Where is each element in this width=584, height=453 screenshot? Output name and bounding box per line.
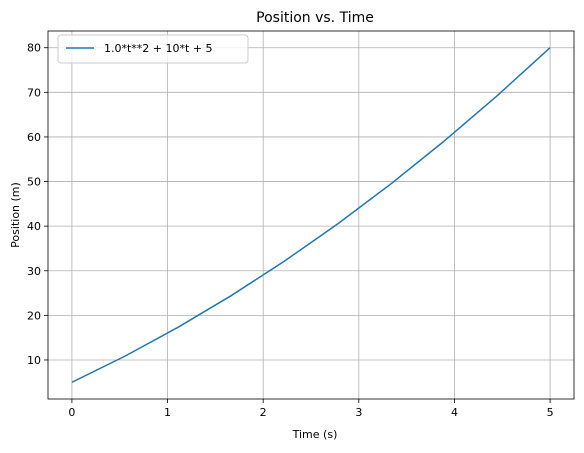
data-layer [71, 47, 551, 383]
x-axis-label: Time (s) [292, 428, 338, 441]
y-tick-label: 40 [27, 220, 41, 233]
x-tick-label: 1 [164, 406, 171, 419]
series-line [71, 47, 551, 383]
y-tick-label: 80 [27, 42, 41, 55]
x-tick-label: 0 [68, 406, 75, 419]
chart-title: Position vs. Time [256, 10, 374, 26]
y-tick-label: 10 [27, 354, 41, 367]
y-tick-label: 60 [27, 131, 41, 144]
y-tick-label: 70 [27, 86, 41, 99]
y-tick-label: 30 [27, 265, 41, 278]
grid-layer [48, 31, 574, 399]
x-tick-label: 5 [547, 406, 554, 419]
x-tick-label: 4 [451, 406, 458, 419]
x-tick-label: 3 [355, 406, 362, 419]
axes-layer: 0 1 2 3 4 5 10 20 30 40 50 60 70 80 [27, 30, 575, 419]
y-tick-label: 50 [27, 176, 41, 189]
legend-series-label: 1.0*t**2 + 10*t + 5 [104, 42, 213, 55]
plot-frame [47, 30, 575, 400]
legend: 1.0*t**2 + 10*t + 5 [57, 34, 249, 64]
y-axis-label: Position (m) [9, 182, 22, 248]
y-tick-label: 20 [27, 309, 41, 322]
legend-frame [57, 34, 249, 64]
x-tick-label: 2 [260, 406, 267, 419]
